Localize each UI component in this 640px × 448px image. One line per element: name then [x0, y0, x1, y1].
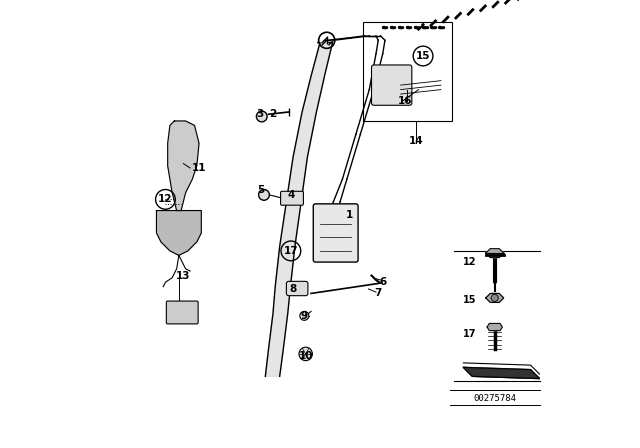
FancyBboxPatch shape	[166, 301, 198, 324]
Polygon shape	[463, 367, 540, 379]
Bar	[362, 22, 452, 121]
Text: 6: 6	[379, 277, 387, 287]
Circle shape	[259, 190, 269, 200]
Text: 17: 17	[463, 329, 477, 339]
Polygon shape	[486, 293, 504, 302]
Text: 5: 5	[257, 185, 264, 195]
Polygon shape	[266, 43, 333, 376]
FancyBboxPatch shape	[287, 281, 308, 296]
Text: 00275784: 00275784	[473, 394, 516, 403]
Polygon shape	[157, 211, 202, 255]
FancyBboxPatch shape	[280, 191, 303, 205]
FancyBboxPatch shape	[371, 65, 412, 105]
Text: 2: 2	[269, 109, 276, 119]
Text: 13: 13	[176, 271, 191, 280]
Circle shape	[491, 294, 499, 302]
Circle shape	[299, 347, 312, 361]
Text: 12: 12	[463, 257, 477, 267]
Text: 8: 8	[289, 284, 297, 294]
Text: 11: 11	[192, 163, 206, 173]
Polygon shape	[463, 363, 540, 374]
Text: 4: 4	[287, 190, 294, 200]
Text: 17: 17	[284, 246, 298, 256]
Polygon shape	[463, 367, 540, 379]
Text: 1: 1	[346, 210, 353, 220]
Text: 15: 15	[463, 295, 477, 305]
Polygon shape	[486, 249, 504, 258]
Circle shape	[257, 111, 267, 122]
Text: 15: 15	[416, 51, 430, 61]
Text: 9: 9	[301, 311, 308, 321]
Polygon shape	[487, 323, 502, 331]
Text: 12: 12	[158, 194, 173, 204]
Text: 14: 14	[409, 136, 424, 146]
Text: 7: 7	[374, 289, 382, 298]
Text: 3: 3	[256, 109, 263, 119]
FancyBboxPatch shape	[314, 204, 358, 262]
Text: 10: 10	[300, 351, 314, 361]
Text: 16: 16	[398, 96, 412, 106]
Circle shape	[300, 311, 309, 320]
Polygon shape	[168, 121, 199, 211]
